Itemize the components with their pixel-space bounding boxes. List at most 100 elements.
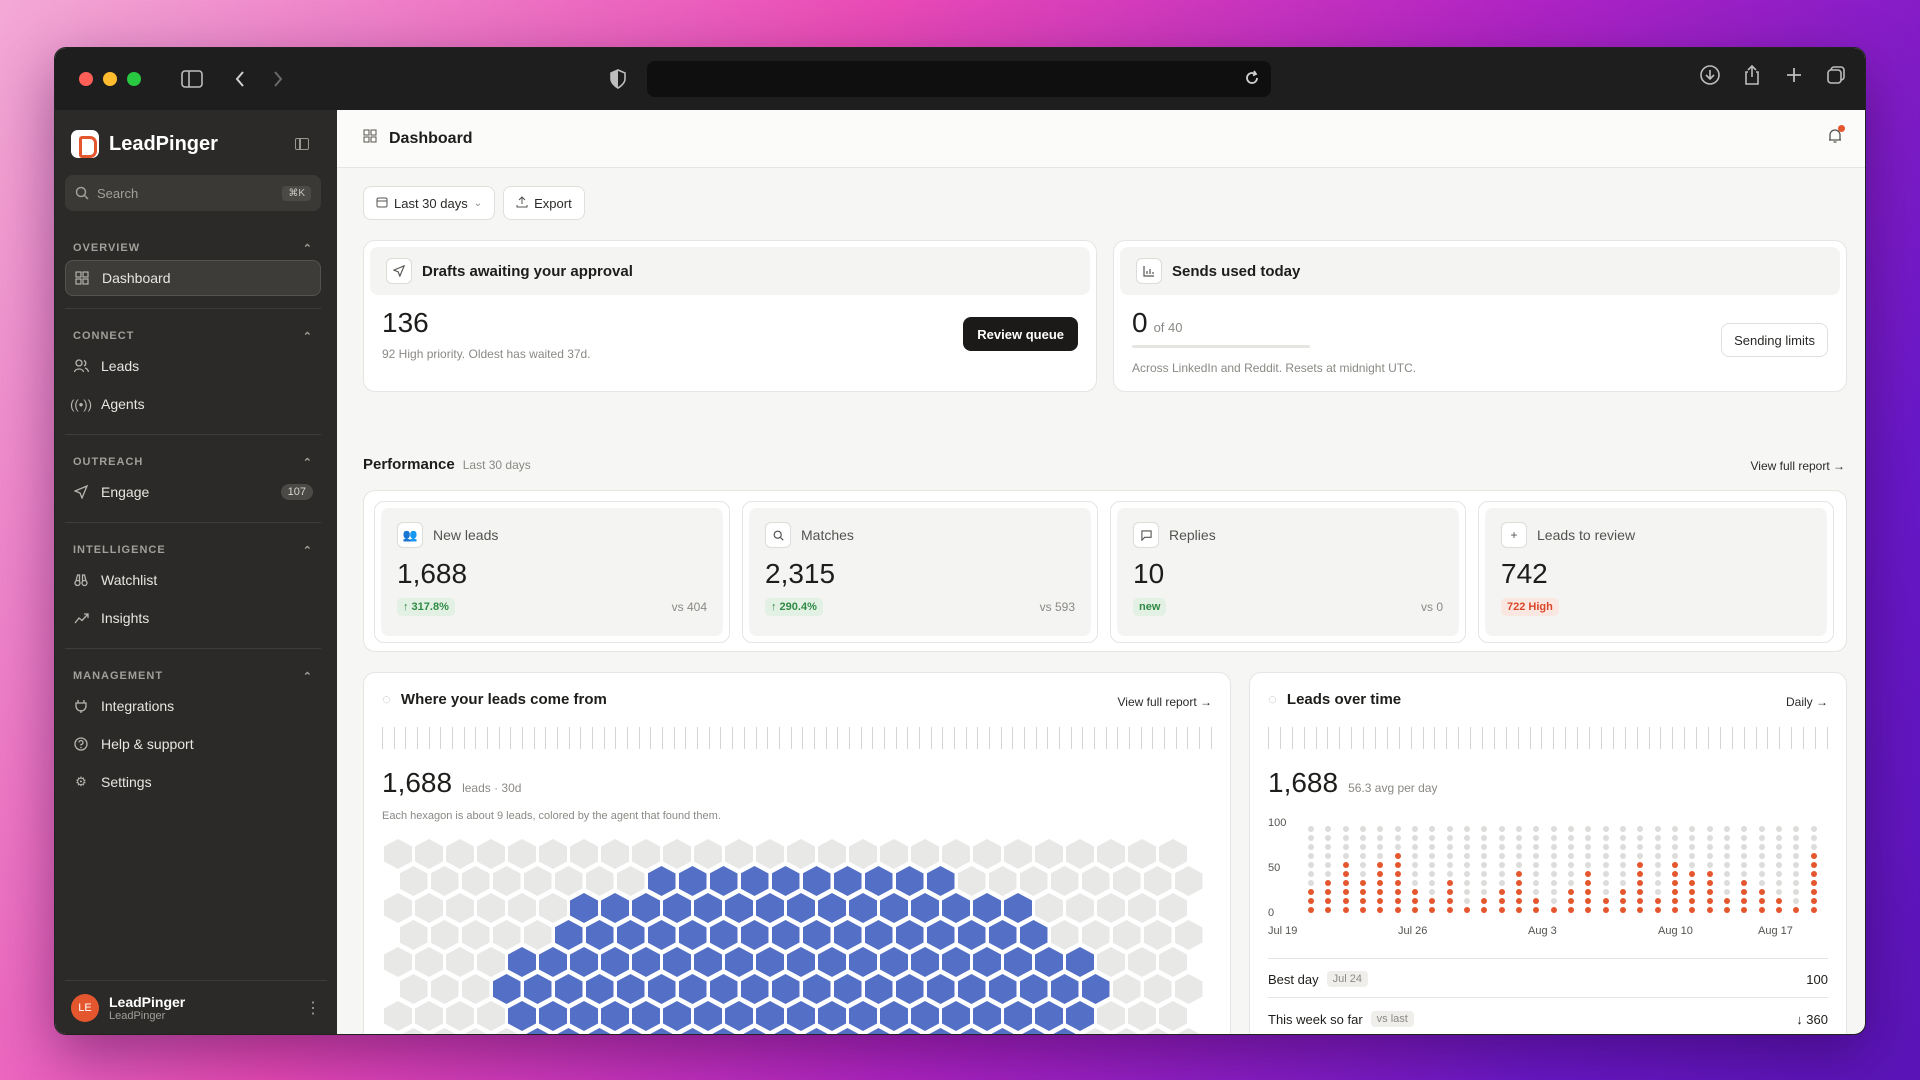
tick-mark xyxy=(1422,727,1424,749)
search-input[interactable]: Search ⌘K xyxy=(65,175,321,211)
nav-heading-intelligence[interactable]: INTELLIGENCE ⌃ xyxy=(65,540,321,560)
chart-dot xyxy=(1620,853,1626,859)
chart-dot xyxy=(1498,889,1505,895)
hexagon-cell xyxy=(477,893,505,923)
zoom-window-button[interactable] xyxy=(127,72,141,86)
chart-dot xyxy=(1325,826,1332,832)
view-full-report-link[interactable]: View full report → xyxy=(1750,459,1845,473)
message-icon xyxy=(1133,522,1159,548)
chart-dot xyxy=(1810,862,1817,868)
bell-icon[interactable] xyxy=(1827,125,1845,144)
chart-dot xyxy=(1706,898,1713,904)
hexagon-cell xyxy=(554,920,583,950)
nav-heading-connect[interactable]: CONNECT ⌃ xyxy=(65,326,321,346)
chart-dot xyxy=(1568,853,1574,859)
sidebar-item-integrations[interactable]: Integrations xyxy=(65,688,321,724)
chart-dot xyxy=(1672,889,1678,895)
nav-heading-label: INTELLIGENCE xyxy=(73,544,166,556)
new-tab-icon[interactable] xyxy=(1783,64,1805,91)
metric-leads-to-review[interactable]: + Leads to review 742 722 High xyxy=(1478,501,1834,643)
metric-matches[interactable]: Matches 2,315 ↑ 290.4% vs 593 xyxy=(742,501,1098,643)
week-row: This week so far vs last ↓ 360 xyxy=(1268,1011,1828,1027)
sidebar-item-watchlist[interactable]: Watchlist xyxy=(65,562,321,598)
hexagon-cell xyxy=(1143,920,1172,950)
minimize-window-button[interactable] xyxy=(103,72,117,86)
chart-dot xyxy=(1810,844,1817,850)
hexagon-cell xyxy=(477,947,505,977)
address-bar[interactable] xyxy=(647,61,1271,97)
tick-mark xyxy=(1012,727,1014,749)
chart-dot xyxy=(1706,871,1713,877)
download-icon[interactable] xyxy=(1699,64,1721,91)
user-menu[interactable]: LE LeadPinger LeadPinger ⋮ xyxy=(65,980,327,1026)
hexagon-cell xyxy=(1004,947,1032,977)
back-icon[interactable] xyxy=(225,64,255,94)
hexagon-cell xyxy=(384,839,412,869)
tick-mark xyxy=(1446,727,1448,749)
sidebar-item-label: Agents xyxy=(101,396,145,412)
close-window-button[interactable] xyxy=(79,72,93,86)
tick-mark xyxy=(1458,727,1460,749)
chart-dot xyxy=(1654,889,1661,895)
reload-icon[interactable] xyxy=(1243,69,1261,92)
nav-heading-overview[interactable]: OVERVIEW ⌃ xyxy=(65,238,321,258)
chart-dot xyxy=(1672,826,1678,832)
collapse-sidebar-icon[interactable] xyxy=(295,138,309,150)
hexagon-cell xyxy=(415,839,443,869)
metric-replies[interactable]: Replies 10 new vs 0 xyxy=(1110,501,1466,643)
date-range-select[interactable]: Last 30 days ⌄ xyxy=(363,186,496,220)
sidebar-toggle-icon[interactable] xyxy=(177,64,207,94)
bar-chart-icon xyxy=(1136,258,1162,284)
chart-dot xyxy=(1810,907,1817,913)
hexagon-cell xyxy=(911,893,939,923)
metric-new-leads[interactable]: 👥 New leads 1,688 ↑ 317.8% vs 404 xyxy=(374,501,730,643)
tick-mark xyxy=(1398,727,1400,749)
sidebar-item-settings[interactable]: ⚙ Settings xyxy=(65,764,321,800)
chart-dot xyxy=(1568,898,1574,904)
chart-dot xyxy=(1308,880,1314,886)
hexagon-cell xyxy=(663,1001,691,1031)
forward-icon[interactable] xyxy=(263,64,293,94)
chart-dot xyxy=(1429,907,1436,913)
chart-dot xyxy=(1412,826,1418,832)
over-time-title: Leads over time xyxy=(1286,691,1402,708)
nav-heading-outreach[interactable]: OUTREACH ⌃ xyxy=(65,452,321,472)
metric-delta: ↑ 290.4% xyxy=(765,598,823,616)
share-icon[interactable] xyxy=(1741,64,1763,91)
daily-link[interactable]: Daily → xyxy=(1785,695,1828,709)
performance-card: 👥 New leads 1,688 ↑ 317.8% vs 404 Matches … xyxy=(363,490,1847,652)
brand[interactable]: LeadPinger xyxy=(71,130,218,158)
shield-icon[interactable] xyxy=(603,64,633,94)
more-vertical-icon[interactable]: ⋮ xyxy=(305,999,321,1017)
sidebar-item-insights[interactable]: Insights xyxy=(65,600,321,636)
sending-limits-button[interactable]: Sending limits xyxy=(1721,323,1828,357)
hexagon-cell xyxy=(647,974,676,1004)
hexagon-cell xyxy=(523,1028,552,1034)
hexagon-cell xyxy=(973,947,1001,977)
metric-delta: ↑ 317.8% xyxy=(397,598,455,616)
sidebar-item-engage[interactable]: Engage 107 xyxy=(65,474,321,510)
tick-mark xyxy=(1672,727,1674,749)
chart-dot xyxy=(1550,862,1557,868)
review-queue-button[interactable]: Review queue xyxy=(963,317,1078,351)
chart-dot xyxy=(1325,898,1332,904)
chart-dot xyxy=(1342,826,1349,832)
hexagon-cell xyxy=(446,839,474,869)
chart-dot xyxy=(1758,889,1765,895)
chart-dot xyxy=(1793,844,1800,850)
chart-dot xyxy=(1533,835,1540,841)
chart-dot xyxy=(1308,826,1314,832)
tabs-overview-icon[interactable] xyxy=(1825,64,1847,91)
hexagon-cell xyxy=(508,947,536,977)
sidebar-item-leads[interactable]: Leads xyxy=(65,348,321,384)
hexagon-cell xyxy=(694,1001,722,1031)
sidebar-item-dashboard[interactable]: Dashboard xyxy=(65,260,321,296)
sources-report-link[interactable]: View full report → xyxy=(1117,695,1212,709)
sidebar-item-agents[interactable]: ((•)) Agents xyxy=(65,386,321,422)
tick-mark xyxy=(918,727,920,749)
hexagon-cell xyxy=(709,920,738,950)
sidebar-item-label: Integrations xyxy=(101,698,175,714)
export-button[interactable]: Export xyxy=(503,186,585,220)
sidebar-item-help[interactable]: Help & support xyxy=(65,726,321,762)
nav-heading-management[interactable]: MANAGEMENT ⌃ xyxy=(65,666,321,686)
